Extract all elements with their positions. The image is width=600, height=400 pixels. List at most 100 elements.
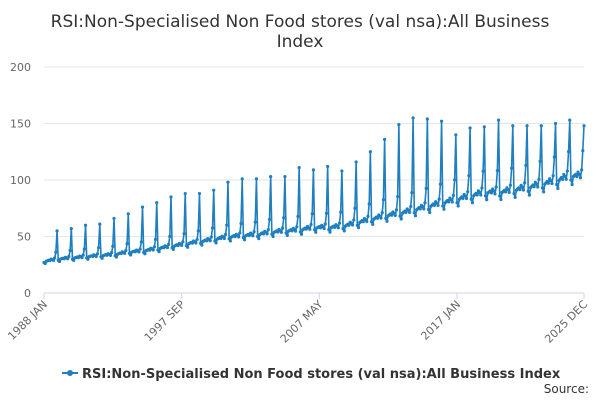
data-point (485, 198, 489, 202)
data-point (271, 234, 275, 239)
data-point (214, 241, 218, 245)
data-point (280, 226, 285, 230)
data-point (180, 243, 184, 247)
data-point (441, 204, 445, 208)
data-point (55, 229, 59, 233)
data-point (496, 118, 501, 122)
data-point (568, 118, 572, 122)
data-point (304, 227, 308, 231)
data-point (556, 186, 560, 191)
data-point (383, 137, 387, 141)
x-tick-label: 2017 JAN (418, 298, 463, 343)
data-point (367, 202, 371, 206)
data-point (513, 195, 517, 199)
x-tick-label: 2007 MAY (278, 298, 326, 346)
data-point (111, 244, 115, 248)
data-point (318, 226, 323, 230)
data-point (464, 196, 469, 201)
data-point (426, 207, 431, 211)
data-point (481, 169, 485, 173)
data-point (226, 180, 230, 184)
data-point (582, 124, 586, 128)
data-point (371, 222, 375, 226)
data-point (555, 182, 559, 187)
data-point (480, 186, 484, 190)
y-tick-label: 150 (10, 118, 31, 131)
data-point (450, 200, 454, 204)
data-point (455, 201, 459, 205)
data-point (323, 222, 327, 226)
data-point (72, 258, 76, 262)
source-label: Source: (544, 382, 589, 396)
series-markers (42, 116, 586, 266)
data-point (409, 204, 413, 209)
data-point (294, 229, 298, 233)
data-point (310, 212, 314, 216)
data-point (100, 256, 104, 260)
data-point (512, 191, 516, 196)
data-point (477, 190, 482, 195)
data-point (489, 191, 494, 195)
data-point (157, 250, 161, 254)
data-point (238, 231, 242, 235)
data-point (536, 185, 540, 189)
legend[interactable]: RSI:Non-Specialised Non Food stores (val… (62, 367, 561, 382)
data-point (353, 206, 357, 210)
data-point (463, 194, 467, 198)
data-point (252, 230, 256, 234)
data-point (390, 213, 394, 217)
data-point (569, 178, 573, 182)
data-point (385, 219, 389, 223)
data-point (153, 237, 158, 241)
data-point (526, 189, 530, 193)
data-point (482, 125, 486, 129)
data-point (237, 235, 241, 239)
data-point (297, 165, 301, 170)
data-point (295, 225, 299, 229)
data-point (581, 149, 585, 153)
data-point (222, 236, 226, 241)
data-point (538, 159, 542, 163)
data-point (108, 253, 113, 257)
data-point (267, 217, 272, 222)
data-point (466, 190, 470, 194)
y-tick-label: 200 (10, 61, 31, 74)
data-point (525, 124, 529, 128)
data-point (355, 223, 359, 227)
data-point (368, 150, 372, 154)
data-point (550, 181, 554, 186)
chart-title-line1: RSI:Non-Specialised Non Food stores (val… (51, 12, 550, 32)
data-point (438, 182, 442, 186)
data-point (322, 226, 326, 231)
data-point (539, 124, 543, 128)
data-point (404, 210, 408, 214)
data-point (253, 220, 257, 224)
data-point (168, 234, 172, 239)
data-point (167, 242, 171, 246)
data-point (468, 126, 472, 130)
data-point (311, 168, 316, 172)
data-point (393, 213, 397, 217)
data-point (461, 196, 465, 201)
data-point (196, 229, 200, 233)
data-point (228, 239, 232, 243)
data-point (352, 218, 356, 222)
data-point (276, 230, 280, 234)
data-point (451, 193, 456, 197)
data-point (139, 240, 143, 244)
data-point (309, 223, 313, 227)
data-point (436, 203, 440, 207)
data-point (223, 232, 228, 237)
data-point (208, 239, 212, 243)
data-point (140, 205, 145, 209)
data-point (209, 235, 213, 239)
data-point (413, 214, 418, 218)
data-point (407, 210, 412, 214)
data-point (508, 183, 513, 187)
data-point (394, 208, 399, 212)
data-point (257, 236, 261, 241)
data-point (82, 247, 86, 251)
data-point (563, 174, 567, 178)
data-point (498, 194, 502, 198)
